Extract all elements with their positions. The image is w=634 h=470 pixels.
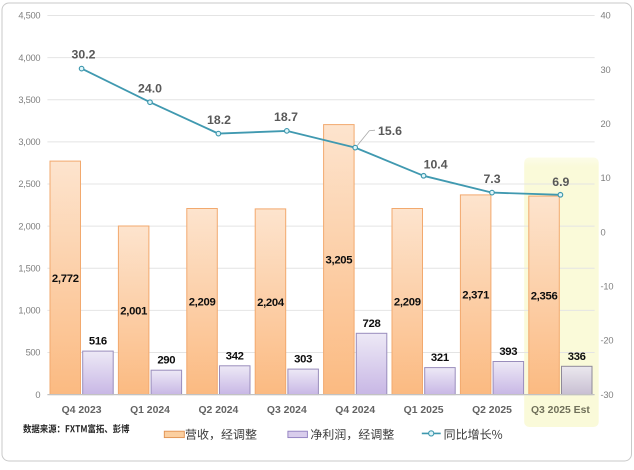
svg-text:Q3 2024: Q3 2024 [267, 405, 307, 416]
svg-text:20: 20 [601, 119, 611, 129]
svg-text:321: 321 [431, 352, 449, 364]
svg-text:2,356: 2,356 [531, 290, 558, 302]
svg-text:2,772: 2,772 [52, 273, 79, 285]
svg-text:Q3 2025 Est: Q3 2025 Est [531, 405, 590, 416]
svg-text:3,000: 3,000 [18, 137, 40, 147]
svg-text:15.6: 15.6 [378, 124, 402, 138]
svg-text:290: 290 [157, 355, 175, 367]
svg-text:0: 0 [601, 227, 606, 237]
svg-text:Q4 2024: Q4 2024 [335, 405, 375, 416]
svg-text:342: 342 [226, 350, 244, 362]
svg-text:2,209: 2,209 [394, 297, 421, 309]
svg-text:40: 40 [601, 11, 611, 21]
svg-text:-30: -30 [601, 390, 614, 400]
svg-text:Q1 2024: Q1 2024 [130, 405, 170, 416]
svg-text:Q1 2025: Q1 2025 [404, 405, 444, 416]
svg-text:0: 0 [35, 390, 40, 400]
svg-text:10.4: 10.4 [424, 157, 448, 171]
svg-text:2,000: 2,000 [18, 221, 40, 231]
svg-text:2,209: 2,209 [189, 297, 216, 309]
svg-text:Q2 2025: Q2 2025 [472, 405, 512, 416]
svg-text:2,500: 2,500 [18, 179, 40, 189]
svg-text:30: 30 [601, 65, 611, 75]
svg-text:728: 728 [363, 318, 381, 330]
svg-text:3,500: 3,500 [18, 95, 40, 105]
svg-text:2,204: 2,204 [257, 297, 285, 309]
svg-text:18.2: 18.2 [207, 113, 231, 127]
svg-text:-10: -10 [601, 282, 614, 292]
svg-text:500: 500 [26, 348, 41, 358]
svg-text:7.3: 7.3 [483, 172, 500, 186]
svg-text:516: 516 [89, 336, 107, 348]
svg-text:1,000: 1,000 [18, 306, 40, 316]
svg-text:18.7: 18.7 [274, 110, 298, 124]
svg-text:30.2: 30.2 [72, 48, 96, 62]
svg-text:24.0: 24.0 [138, 82, 162, 96]
svg-text:393: 393 [499, 346, 517, 358]
svg-text:Q4 2023: Q4 2023 [62, 405, 102, 416]
svg-text:2,001: 2,001 [120, 305, 147, 317]
svg-text:6.9: 6.9 [552, 175, 569, 189]
svg-text:3,205: 3,205 [326, 255, 353, 267]
svg-text:10: 10 [601, 173, 611, 183]
svg-text:4,000: 4,000 [18, 53, 40, 63]
svg-text:Q2 2024: Q2 2024 [198, 405, 238, 416]
svg-text:336: 336 [568, 351, 586, 363]
svg-text:2,371: 2,371 [462, 290, 489, 302]
svg-text:4,500: 4,500 [18, 11, 40, 21]
svg-text:303: 303 [294, 354, 312, 366]
svg-text:-20: -20 [601, 336, 614, 346]
svg-text:1,500: 1,500 [18, 263, 40, 273]
